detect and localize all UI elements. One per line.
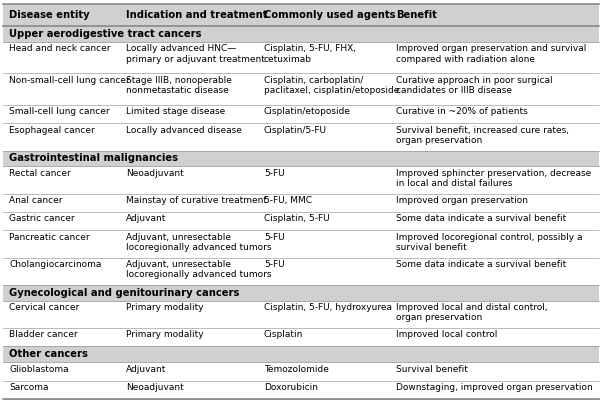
Text: Rectal cancer: Rectal cancer [9,169,71,178]
Text: 5-FU: 5-FU [264,233,284,242]
Text: Improved local control: Improved local control [396,330,497,339]
Text: Cisplatin/5-FU: Cisplatin/5-FU [264,126,327,135]
Text: Cisplatin, 5-FU, hydroxyurea: Cisplatin, 5-FU, hydroxyurea [264,303,392,312]
Text: Survival benefit, increased cure rates,
organ preservation: Survival benefit, increased cure rates, … [396,126,569,145]
Text: Neoadjuvant: Neoadjuvant [126,383,184,392]
Text: Glioblastoma: Glioblastoma [9,365,68,374]
Bar [3,124,599,151]
Bar [3,26,599,42]
Text: Cisplatin, 5-FU, FHX,
cetuximab: Cisplatin, 5-FU, FHX, cetuximab [264,44,356,64]
Text: Cisplatin, 5-FU: Cisplatin, 5-FU [264,215,329,223]
Text: 5-FU: 5-FU [264,169,284,178]
Text: Gastrointestinal malignancies: Gastrointestinal malignancies [9,154,178,164]
Bar [3,151,599,166]
Text: Commonly used agents: Commonly used agents [264,10,395,20]
Text: Anal cancer: Anal cancer [9,196,62,205]
Text: Stage IIIB, nonoperable
nonmetastatic disease: Stage IIIB, nonoperable nonmetastatic di… [126,76,232,95]
Bar [3,328,599,346]
Text: Locally advanced disease: Locally advanced disease [126,126,242,135]
Text: Curative in ~20% of patients: Curative in ~20% of patients [396,107,528,116]
Text: Benefit: Benefit [396,10,437,20]
Text: Pancreatic cancer: Pancreatic cancer [9,233,89,242]
Bar [3,105,599,124]
Text: Some data indicate a survival benefit: Some data indicate a survival benefit [396,260,566,269]
Text: Sarcoma: Sarcoma [9,383,49,392]
Text: Some data indicate a survival benefit: Some data indicate a survival benefit [396,215,566,223]
Text: Limited stage disease: Limited stage disease [126,107,225,116]
Bar [3,231,599,258]
Text: Adjuvant, unresectable
locoregionally advanced tumors: Adjuvant, unresectable locoregionally ad… [126,233,271,252]
Text: Gastric cancer: Gastric cancer [9,215,74,223]
Text: Cervical cancer: Cervical cancer [9,303,79,312]
Text: Primary modality: Primary modality [126,303,203,312]
Bar [3,42,599,73]
Text: Non-small-cell lung cancer: Non-small-cell lung cancer [9,76,130,85]
Bar [3,212,599,231]
Text: Small-cell lung cancer: Small-cell lung cancer [9,107,110,116]
Text: Curative approach in poor surgical
candidates or IIIB disease: Curative approach in poor surgical candi… [396,76,553,95]
Text: Bladder cancer: Bladder cancer [9,330,77,339]
Text: Primary modality: Primary modality [126,330,203,339]
Bar [3,301,599,328]
Text: 5-FU: 5-FU [264,260,284,269]
Text: Improved organ preservation and survival
compared with radiation alone: Improved organ preservation and survival… [396,44,586,64]
Text: Adjuvant: Adjuvant [126,365,166,374]
Text: Improved organ preservation: Improved organ preservation [396,196,528,205]
Text: Cisplatin/etoposide: Cisplatin/etoposide [264,107,351,116]
Bar [3,285,599,301]
Text: Survival benefit: Survival benefit [396,365,468,374]
Bar [3,4,599,26]
Text: Disease entity: Disease entity [9,10,89,20]
Bar [3,166,599,194]
Text: Improved local and distal control,
organ preservation: Improved local and distal control, organ… [396,303,548,322]
Text: Cisplatin, carboplatin/
paclitaxel, cisplatin/etoposide: Cisplatin, carboplatin/ paclitaxel, cisp… [264,76,400,95]
Text: 5-FU, MMC: 5-FU, MMC [264,196,312,205]
Text: Temozolomide: Temozolomide [264,365,329,374]
Text: Mainstay of curative treatment: Mainstay of curative treatment [126,196,267,205]
Text: Doxorubicin: Doxorubicin [264,383,318,392]
Text: Improved sphincter preservation, decrease
in local and distal failures: Improved sphincter preservation, decreas… [396,169,591,188]
Bar [3,362,599,381]
Text: Head and neck cancer: Head and neck cancer [9,44,110,53]
Text: Indication and treatment: Indication and treatment [126,10,268,20]
Text: Cisplatin: Cisplatin [264,330,304,339]
Bar [3,258,599,285]
Bar [3,194,599,212]
Text: Improved locoregional control, possibly a
survival benefit: Improved locoregional control, possibly … [396,233,583,252]
Text: Downstaging, improved organ preservation: Downstaging, improved organ preservation [396,383,593,392]
Text: Adjuvant: Adjuvant [126,215,166,223]
Bar [3,73,599,105]
Text: Gynecological and genitourinary cancers: Gynecological and genitourinary cancers [9,288,239,298]
Bar [3,346,599,362]
Text: Adjuvant, unresectable
locoregionally advanced tumors: Adjuvant, unresectable locoregionally ad… [126,260,271,279]
Text: Cholangiocarcinoma: Cholangiocarcinoma [9,260,101,269]
Text: Locally advanced HNC—
primary or adjuvant treatment: Locally advanced HNC— primary or adjuvan… [126,44,265,64]
Text: Other cancers: Other cancers [9,349,88,359]
Text: Esophageal cancer: Esophageal cancer [9,126,95,135]
Text: Neoadjuvant: Neoadjuvant [126,169,184,178]
Bar [3,381,599,399]
Text: Upper aerodigestive tract cancers: Upper aerodigestive tract cancers [9,29,202,39]
